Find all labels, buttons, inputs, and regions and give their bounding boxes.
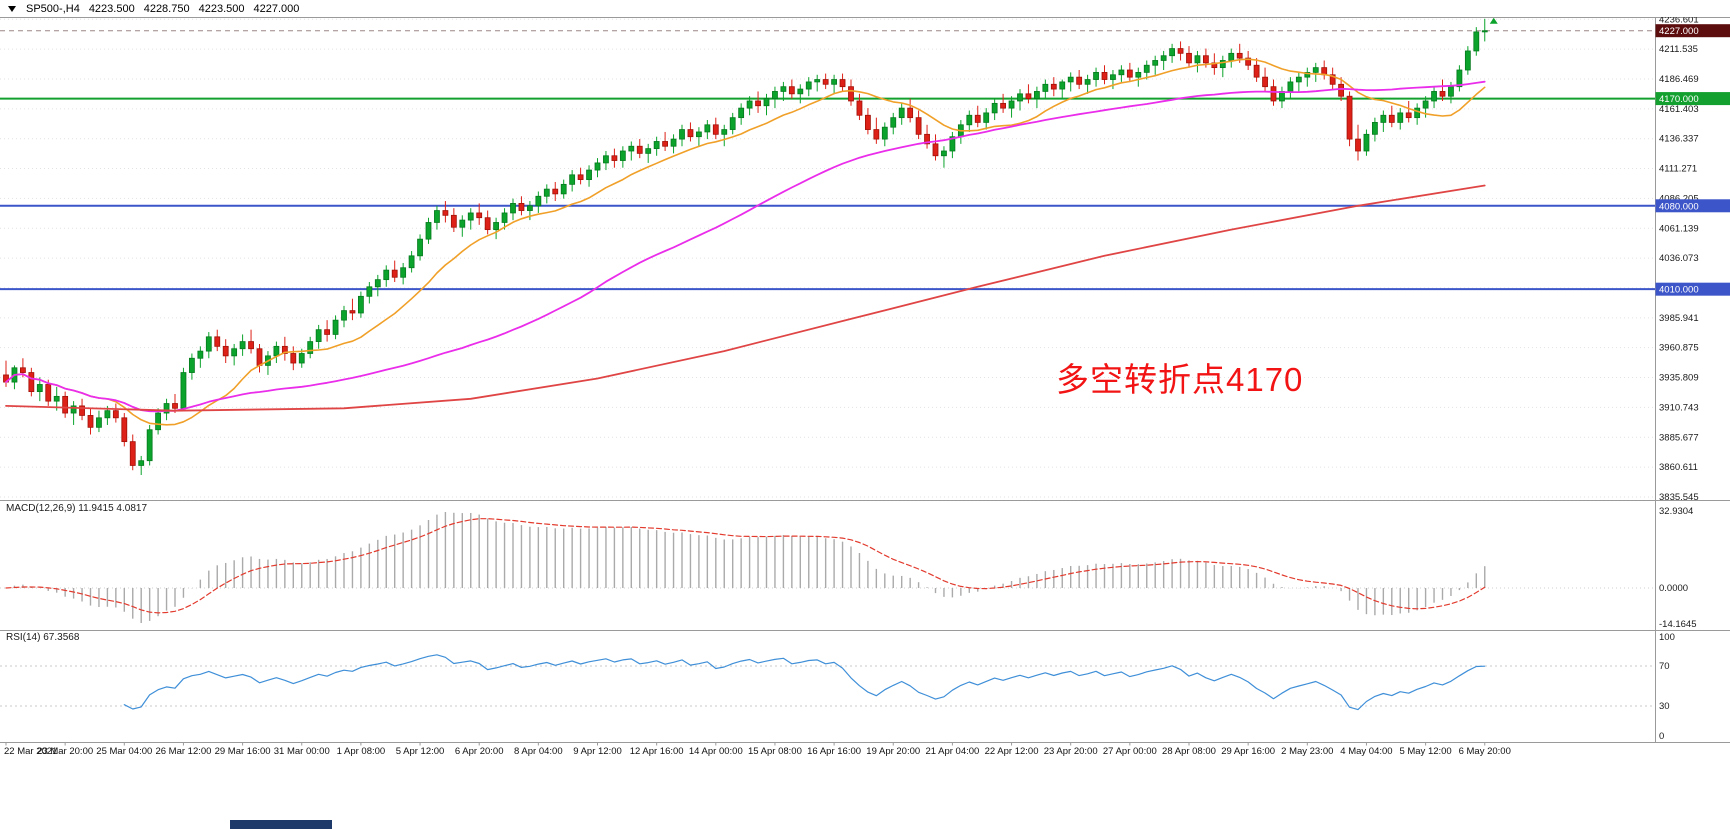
svg-text:15 Apr 08:00: 15 Apr 08:00 [748, 746, 802, 757]
horizontal-level-lines[interactable] [0, 97, 1655, 291]
svg-text:29 Apr 16:00: 29 Apr 16:00 [1221, 746, 1275, 757]
svg-text:19 Apr 20:00: 19 Apr 20:00 [866, 746, 920, 757]
rsi-line [123, 654, 1486, 711]
svg-text:3960.875: 3960.875 [1659, 343, 1699, 354]
svg-text:9 Apr 12:00: 9 Apr 12:00 [573, 746, 622, 757]
svg-text:26 Mar 12:00: 26 Mar 12:00 [155, 746, 211, 757]
svg-text:32.9304: 32.9304 [1659, 506, 1693, 517]
svg-text:3885.677: 3885.677 [1659, 432, 1699, 443]
svg-text:28 Apr 08:00: 28 Apr 08:00 [1162, 746, 1216, 757]
svg-text:21 Apr 04:00: 21 Apr 04:00 [925, 746, 979, 757]
ohlc-low: 4223.500 [198, 2, 245, 15]
svg-text:30: 30 [1659, 701, 1670, 712]
svg-text:4036.073: 4036.073 [1659, 253, 1699, 264]
ma-long-line [5, 184, 1486, 412]
svg-text:3910.743: 3910.743 [1659, 402, 1699, 413]
svg-text:4136.337: 4136.337 [1659, 134, 1699, 145]
current-price-label: 4227.000 [1655, 24, 1730, 38]
svg-text:4010.000: 4010.000 [1659, 285, 1699, 296]
rsi-axis-labels: 100 70 30 0 [1659, 632, 1675, 742]
svg-text:4086.205: 4086.205 [1659, 193, 1699, 204]
ma-fast-line [5, 58, 1486, 426]
svg-text:23 Apr 20:00: 23 Apr 20:00 [1044, 746, 1098, 757]
svg-text:4080.000: 4080.000 [1659, 201, 1699, 212]
macd-signal-line [5, 518, 1486, 614]
svg-text:5 Apr 12:00: 5 Apr 12:00 [396, 746, 445, 757]
svg-text:25 Mar 04:00: 25 Mar 04:00 [96, 746, 152, 757]
svg-text:2 May 23:00: 2 May 23:00 [1281, 746, 1333, 757]
svg-text:70: 70 [1659, 661, 1670, 672]
svg-text:4061.139: 4061.139 [1659, 223, 1699, 234]
svg-text:27 Apr 00:00: 27 Apr 00:00 [1103, 746, 1157, 757]
svg-text:23 Mar 20:00: 23 Mar 20:00 [37, 746, 93, 757]
ma-mid-line [5, 80, 1486, 413]
rsi-level-lines [0, 665, 1655, 707]
svg-text:4111.271: 4111.271 [1659, 164, 1697, 175]
svg-text:22 Mar 2021: 22 Mar 2021 [4, 746, 57, 757]
svg-text:4211.535: 4211.535 [1659, 44, 1698, 55]
ohlc-open: 4223.500 [88, 2, 135, 15]
rsi-legend: RSI(14) 67.3568 [6, 632, 80, 643]
svg-text:3860.611: 3860.611 [1659, 462, 1698, 473]
macd-legend: MACD(12,26,9) 11.9415 4.0817 [6, 503, 148, 514]
svg-text:31 Mar 00:00: 31 Mar 00:00 [274, 746, 330, 757]
svg-text:0: 0 [1659, 731, 1664, 742]
symbol-period-label: SP500-,H4 [26, 2, 80, 15]
macd-histogram [13, 512, 1486, 623]
svg-text:16 Apr 16:00: 16 Apr 16:00 [807, 746, 861, 757]
candles-series [3, 18, 1488, 475]
svg-text:4161.403: 4161.403 [1659, 104, 1699, 115]
svg-text:3835.545: 3835.545 [1659, 492, 1699, 503]
symbol-info-bar: SP500-,H4 4223.500 4228.750 4223.500 422… [0, 0, 1730, 17]
ohlc-high: 4228.750 [143, 2, 190, 15]
svg-text:6 May 20:00: 6 May 20:00 [1459, 746, 1511, 757]
time-axis-ticks [5, 742, 1486, 746]
svg-text:6 Apr 20:00: 6 Apr 20:00 [455, 746, 504, 757]
svg-text:3985.941: 3985.941 [1659, 313, 1699, 324]
svg-text:4170.000: 4170.000 [1659, 94, 1699, 105]
svg-text:5 May 12:00: 5 May 12:00 [1399, 746, 1451, 757]
svg-text:100: 100 [1659, 632, 1675, 643]
svg-text:-14.1645: -14.1645 [1659, 619, 1697, 630]
taskbar-fragment [230, 820, 332, 829]
symbol-marker-icon [8, 5, 16, 12]
svg-text:4227.000: 4227.000 [1659, 26, 1699, 37]
annotation-text: 多空转折点4170 [1056, 361, 1304, 398]
panel-borders [0, 17, 1730, 743]
ohlc-close: 4227.000 [253, 2, 300, 15]
svg-text:1 Apr 08:00: 1 Apr 08:00 [337, 746, 386, 757]
svg-text:4 May 04:00: 4 May 04:00 [1340, 746, 1392, 757]
svg-text:4236.601: 4236.601 [1659, 14, 1699, 25]
svg-text:29 Mar 16:00: 29 Mar 16:00 [215, 746, 271, 757]
macd-axis-labels: 32.9304 0.0000 -14.1645 [1659, 506, 1697, 630]
svg-text:14 Apr 00:00: 14 Apr 00:00 [689, 746, 743, 757]
price-line-label: 4170.000 [1655, 92, 1730, 106]
latest-tick-arrow-icon [1489, 17, 1498, 24]
svg-text:22 Apr 12:00: 22 Apr 12:00 [985, 746, 1039, 757]
svg-text:0.0000: 0.0000 [1659, 583, 1688, 594]
svg-text:8 Apr 04:00: 8 Apr 04:00 [514, 746, 563, 757]
svg-text:4186.469: 4186.469 [1659, 74, 1699, 85]
svg-text:12 Apr 16:00: 12 Apr 16:00 [630, 746, 684, 757]
price-line-label: 4080.000 [1655, 199, 1730, 213]
svg-text:3935.809: 3935.809 [1659, 373, 1699, 384]
price-line-label: 4010.000 [1655, 282, 1730, 296]
